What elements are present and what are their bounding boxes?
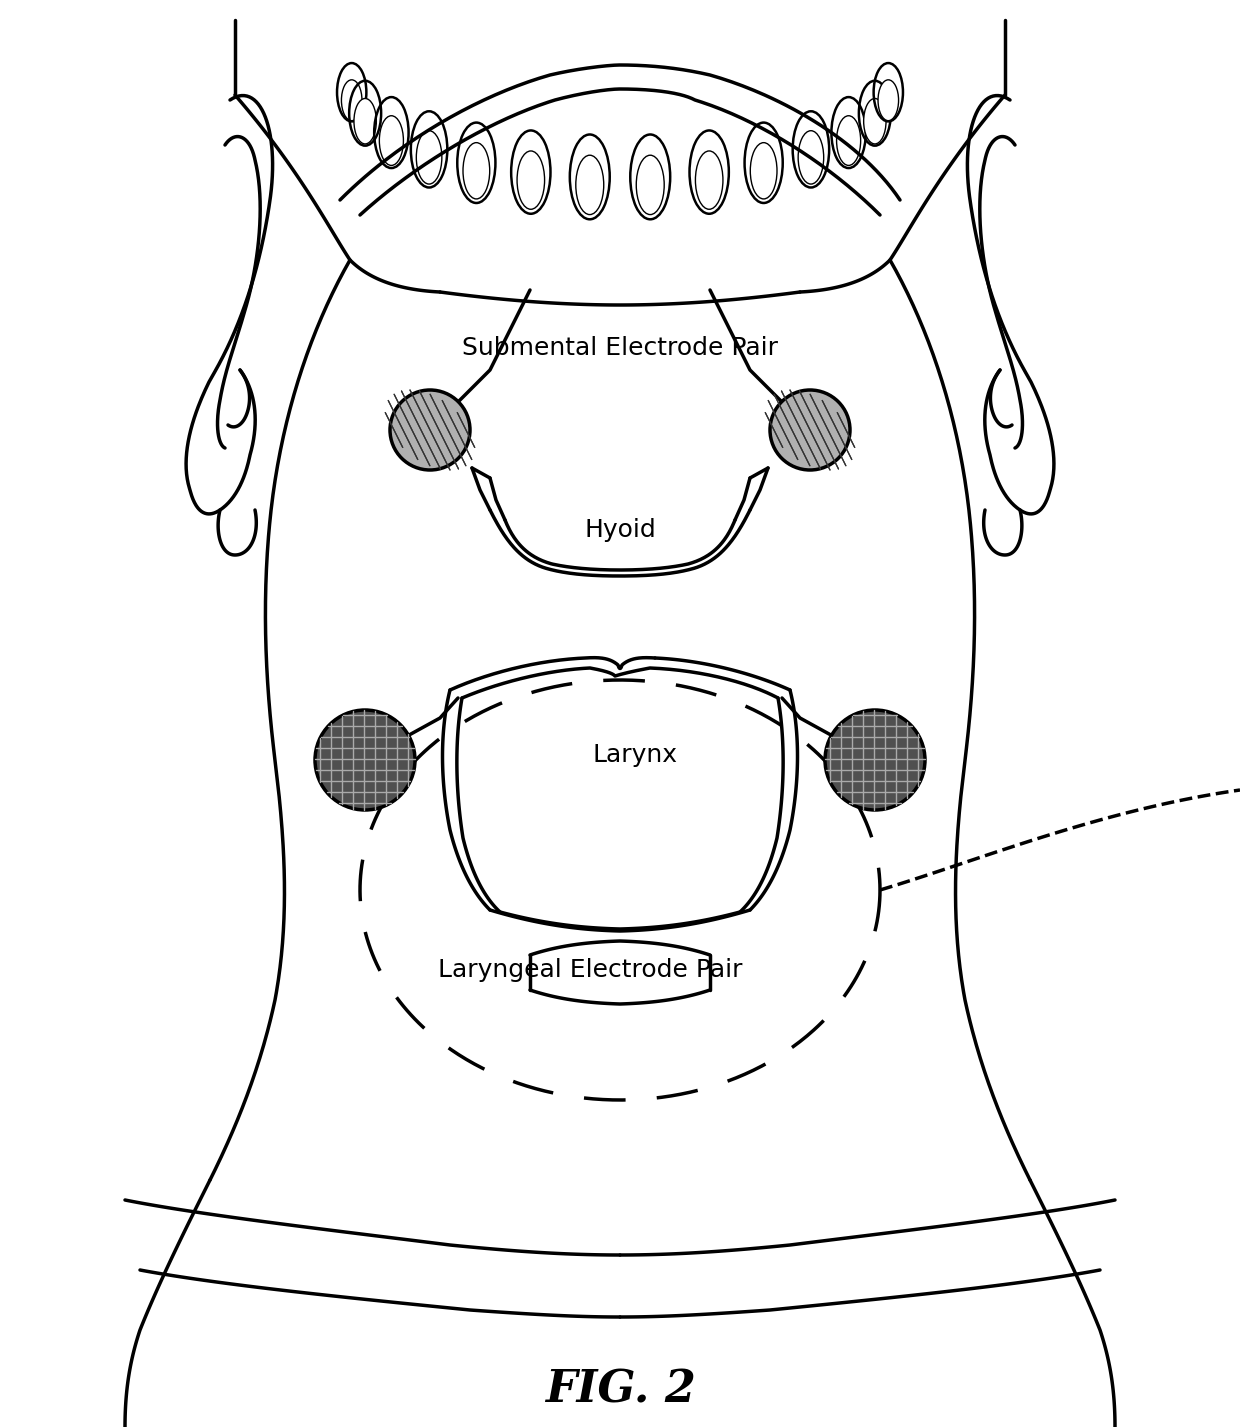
Ellipse shape	[341, 80, 362, 121]
Circle shape	[391, 390, 470, 469]
Circle shape	[315, 711, 415, 811]
Circle shape	[825, 711, 925, 811]
Text: Larynx: Larynx	[593, 743, 677, 766]
Ellipse shape	[864, 98, 887, 144]
Text: Hyoid: Hyoid	[584, 518, 656, 542]
Ellipse shape	[463, 143, 490, 198]
Ellipse shape	[575, 156, 604, 214]
Ellipse shape	[636, 156, 665, 214]
Ellipse shape	[837, 116, 861, 166]
Ellipse shape	[696, 151, 723, 210]
Ellipse shape	[517, 151, 544, 210]
Ellipse shape	[353, 98, 376, 144]
Text: Submental Electrode Pair: Submental Electrode Pair	[463, 335, 777, 360]
Circle shape	[770, 390, 849, 469]
Text: Laryngeal Electrode Pair: Laryngeal Electrode Pair	[438, 958, 743, 982]
Ellipse shape	[799, 131, 823, 184]
Ellipse shape	[878, 80, 899, 121]
Text: FIG. 2: FIG. 2	[544, 1368, 696, 1411]
Ellipse shape	[750, 143, 777, 198]
Ellipse shape	[417, 131, 441, 184]
Ellipse shape	[379, 116, 403, 166]
